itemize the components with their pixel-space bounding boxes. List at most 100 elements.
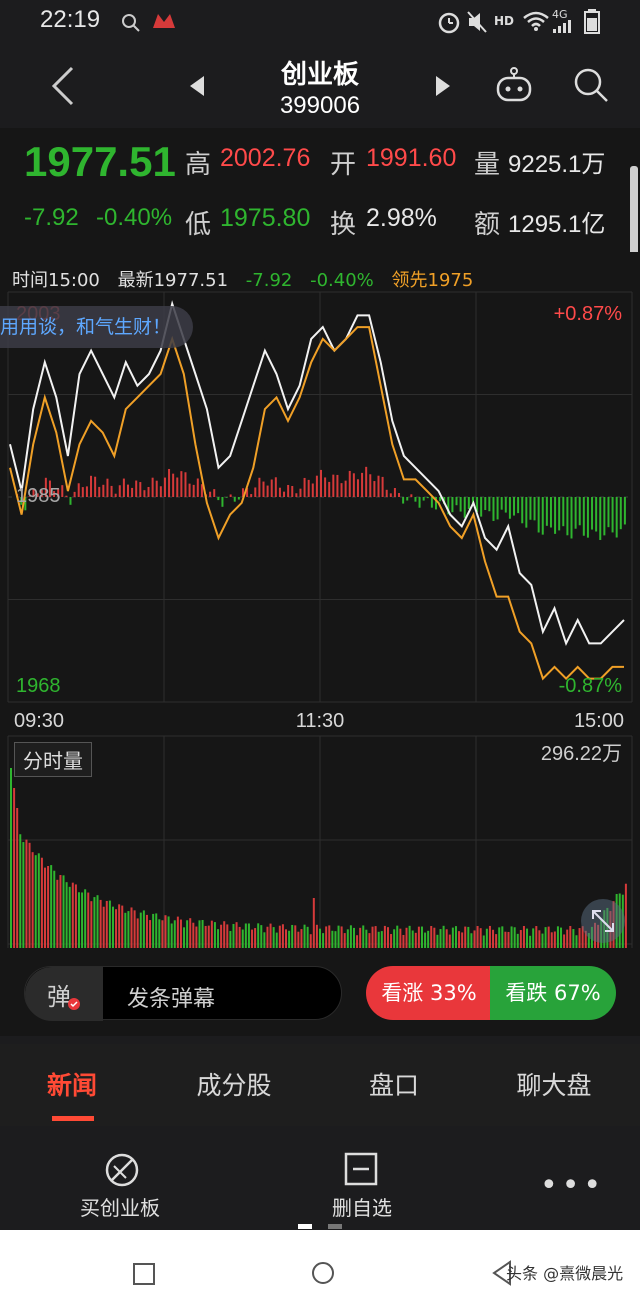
flow-bar-up — [340, 483, 343, 497]
volume-bar — [31, 852, 34, 948]
volume-bar — [587, 933, 590, 948]
open-value: 1991.60 — [366, 144, 457, 172]
flow-bar-up — [36, 493, 39, 497]
flow-bar-up — [229, 494, 232, 497]
vote-down-button[interactable]: 看跌 67% — [490, 966, 616, 1020]
trade-icon — [105, 1153, 139, 1187]
recent-apps-icon[interactable] — [132, 1262, 156, 1286]
volume-bar — [269, 923, 272, 948]
volume-bar — [183, 927, 186, 948]
volume-bar — [19, 834, 22, 948]
flow-bar-up — [65, 495, 68, 497]
flow-bar-down — [426, 497, 429, 499]
tab-components[interactable]: 成分股 — [196, 1071, 272, 1100]
barrage-toggle[interactable]: 弹 — [25, 967, 103, 1021]
barrage-input[interactable]: 弹 发条弹幕 — [24, 966, 342, 1021]
volume-bar — [352, 927, 355, 948]
y-tick-bottom: 1968 — [16, 675, 61, 697]
back-icon[interactable] — [490, 1260, 514, 1286]
flow-bar-up — [332, 474, 335, 497]
volume-bar — [402, 934, 405, 948]
flow-bar-down — [525, 497, 528, 528]
volume-bar — [260, 925, 263, 948]
flow-bar-down — [414, 497, 417, 502]
volume-bar — [56, 879, 59, 948]
intraday-chart[interactable]: 时间15:00 最新1977.51 -7.92 -0.40% 领先1975 20… — [0, 252, 640, 962]
previous-index-icon[interactable] — [188, 74, 208, 98]
nav-bar: 创业板 399006 — [0, 44, 640, 128]
flow-bar-up — [180, 471, 183, 497]
remove-icon — [344, 1152, 378, 1186]
back-arrow-icon[interactable] — [50, 66, 76, 106]
search-icon[interactable] — [572, 66, 610, 104]
flow-bar-up — [258, 477, 261, 497]
volume-bar — [22, 842, 25, 948]
volume-bar — [192, 922, 195, 948]
volume-bar — [28, 842, 31, 948]
more-icon[interactable]: ••• — [540, 1168, 606, 1203]
volume-bar — [519, 930, 522, 948]
volume-bar — [501, 926, 504, 948]
volume-bar — [139, 912, 142, 948]
flow-bar-up — [188, 483, 191, 497]
status-time: 22:19 — [40, 6, 101, 33]
volume-bar — [124, 912, 127, 948]
flow-bar-down — [517, 497, 520, 514]
buy-button[interactable]: 买创业板 — [72, 1148, 172, 1226]
flow-bar-down — [221, 497, 224, 507]
volume-bar — [569, 925, 572, 948]
volume-bar — [322, 933, 325, 948]
current-price: 1977.51 — [24, 138, 176, 185]
app-notification-icon — [153, 14, 175, 28]
x-tick-end: 15:00 — [574, 710, 624, 732]
volume-bar — [584, 930, 587, 948]
volume-bar — [522, 925, 525, 948]
volume-bar — [87, 892, 90, 948]
flow-bar-up — [398, 493, 401, 497]
volume-bar — [556, 926, 559, 948]
barrage-ticker: 用用谈，和气生财！ — [0, 306, 194, 348]
flow-bar-down — [439, 497, 442, 502]
volume-bar — [433, 927, 436, 948]
flow-bar-down — [237, 497, 240, 500]
volume-bar — [195, 926, 198, 948]
volume-value: 9225.1万 — [508, 151, 606, 178]
robot-assistant-icon[interactable] — [494, 66, 534, 104]
flow-bar-up — [40, 489, 43, 497]
barrage-bar: 弹 发条弹幕 看涨 33% 看跌 67% — [0, 962, 640, 1036]
flow-bar-up — [299, 488, 302, 497]
flow-bar-up — [262, 481, 265, 497]
volume-bar — [411, 930, 414, 948]
tab-discussion[interactable]: 聊大盘 — [516, 1071, 592, 1100]
info-time: 时间15:00 — [12, 270, 100, 291]
watermark: 头条 @熹微晨光 — [506, 1264, 624, 1283]
volume-bar — [111, 906, 114, 948]
chart-svg[interactable]: 2003 1985 1968 +0.87% -0.87% 09:30 11:30… — [0, 252, 640, 962]
flow-bar-down — [554, 497, 557, 534]
x-tick-start: 09:30 — [14, 710, 64, 732]
vote-up-button[interactable]: 看涨 33% — [366, 966, 492, 1020]
tab-orderbook[interactable]: 盘口 — [368, 1071, 419, 1100]
tab-news[interactable]: 新闻 — [46, 1071, 97, 1100]
amount-label: 额 — [474, 210, 501, 240]
x-tick-mid: 11:30 — [296, 710, 345, 732]
volume-bar — [380, 931, 383, 948]
flow-bar-down — [447, 497, 450, 515]
volume-bar — [479, 928, 482, 948]
flow-bar-down — [463, 497, 466, 518]
volume-bar — [495, 934, 498, 948]
flow-bar-up — [106, 478, 109, 497]
expand-chart-icon[interactable] — [580, 898, 626, 944]
home-icon[interactable] — [310, 1260, 336, 1286]
flow-bar-down — [24, 497, 27, 511]
volume-bar — [136, 918, 139, 948]
remove-watchlist-button[interactable]: 删自选 — [322, 1148, 402, 1226]
volume-bar — [127, 911, 130, 948]
flow-bar-down — [599, 497, 602, 540]
open-label: 开 — [330, 150, 357, 180]
flow-bar-up — [163, 477, 166, 497]
volume-bar — [461, 932, 464, 948]
price-change-pct: -0.40% — [96, 204, 173, 231]
next-index-icon[interactable] — [432, 74, 452, 98]
volume-bar — [186, 920, 189, 948]
